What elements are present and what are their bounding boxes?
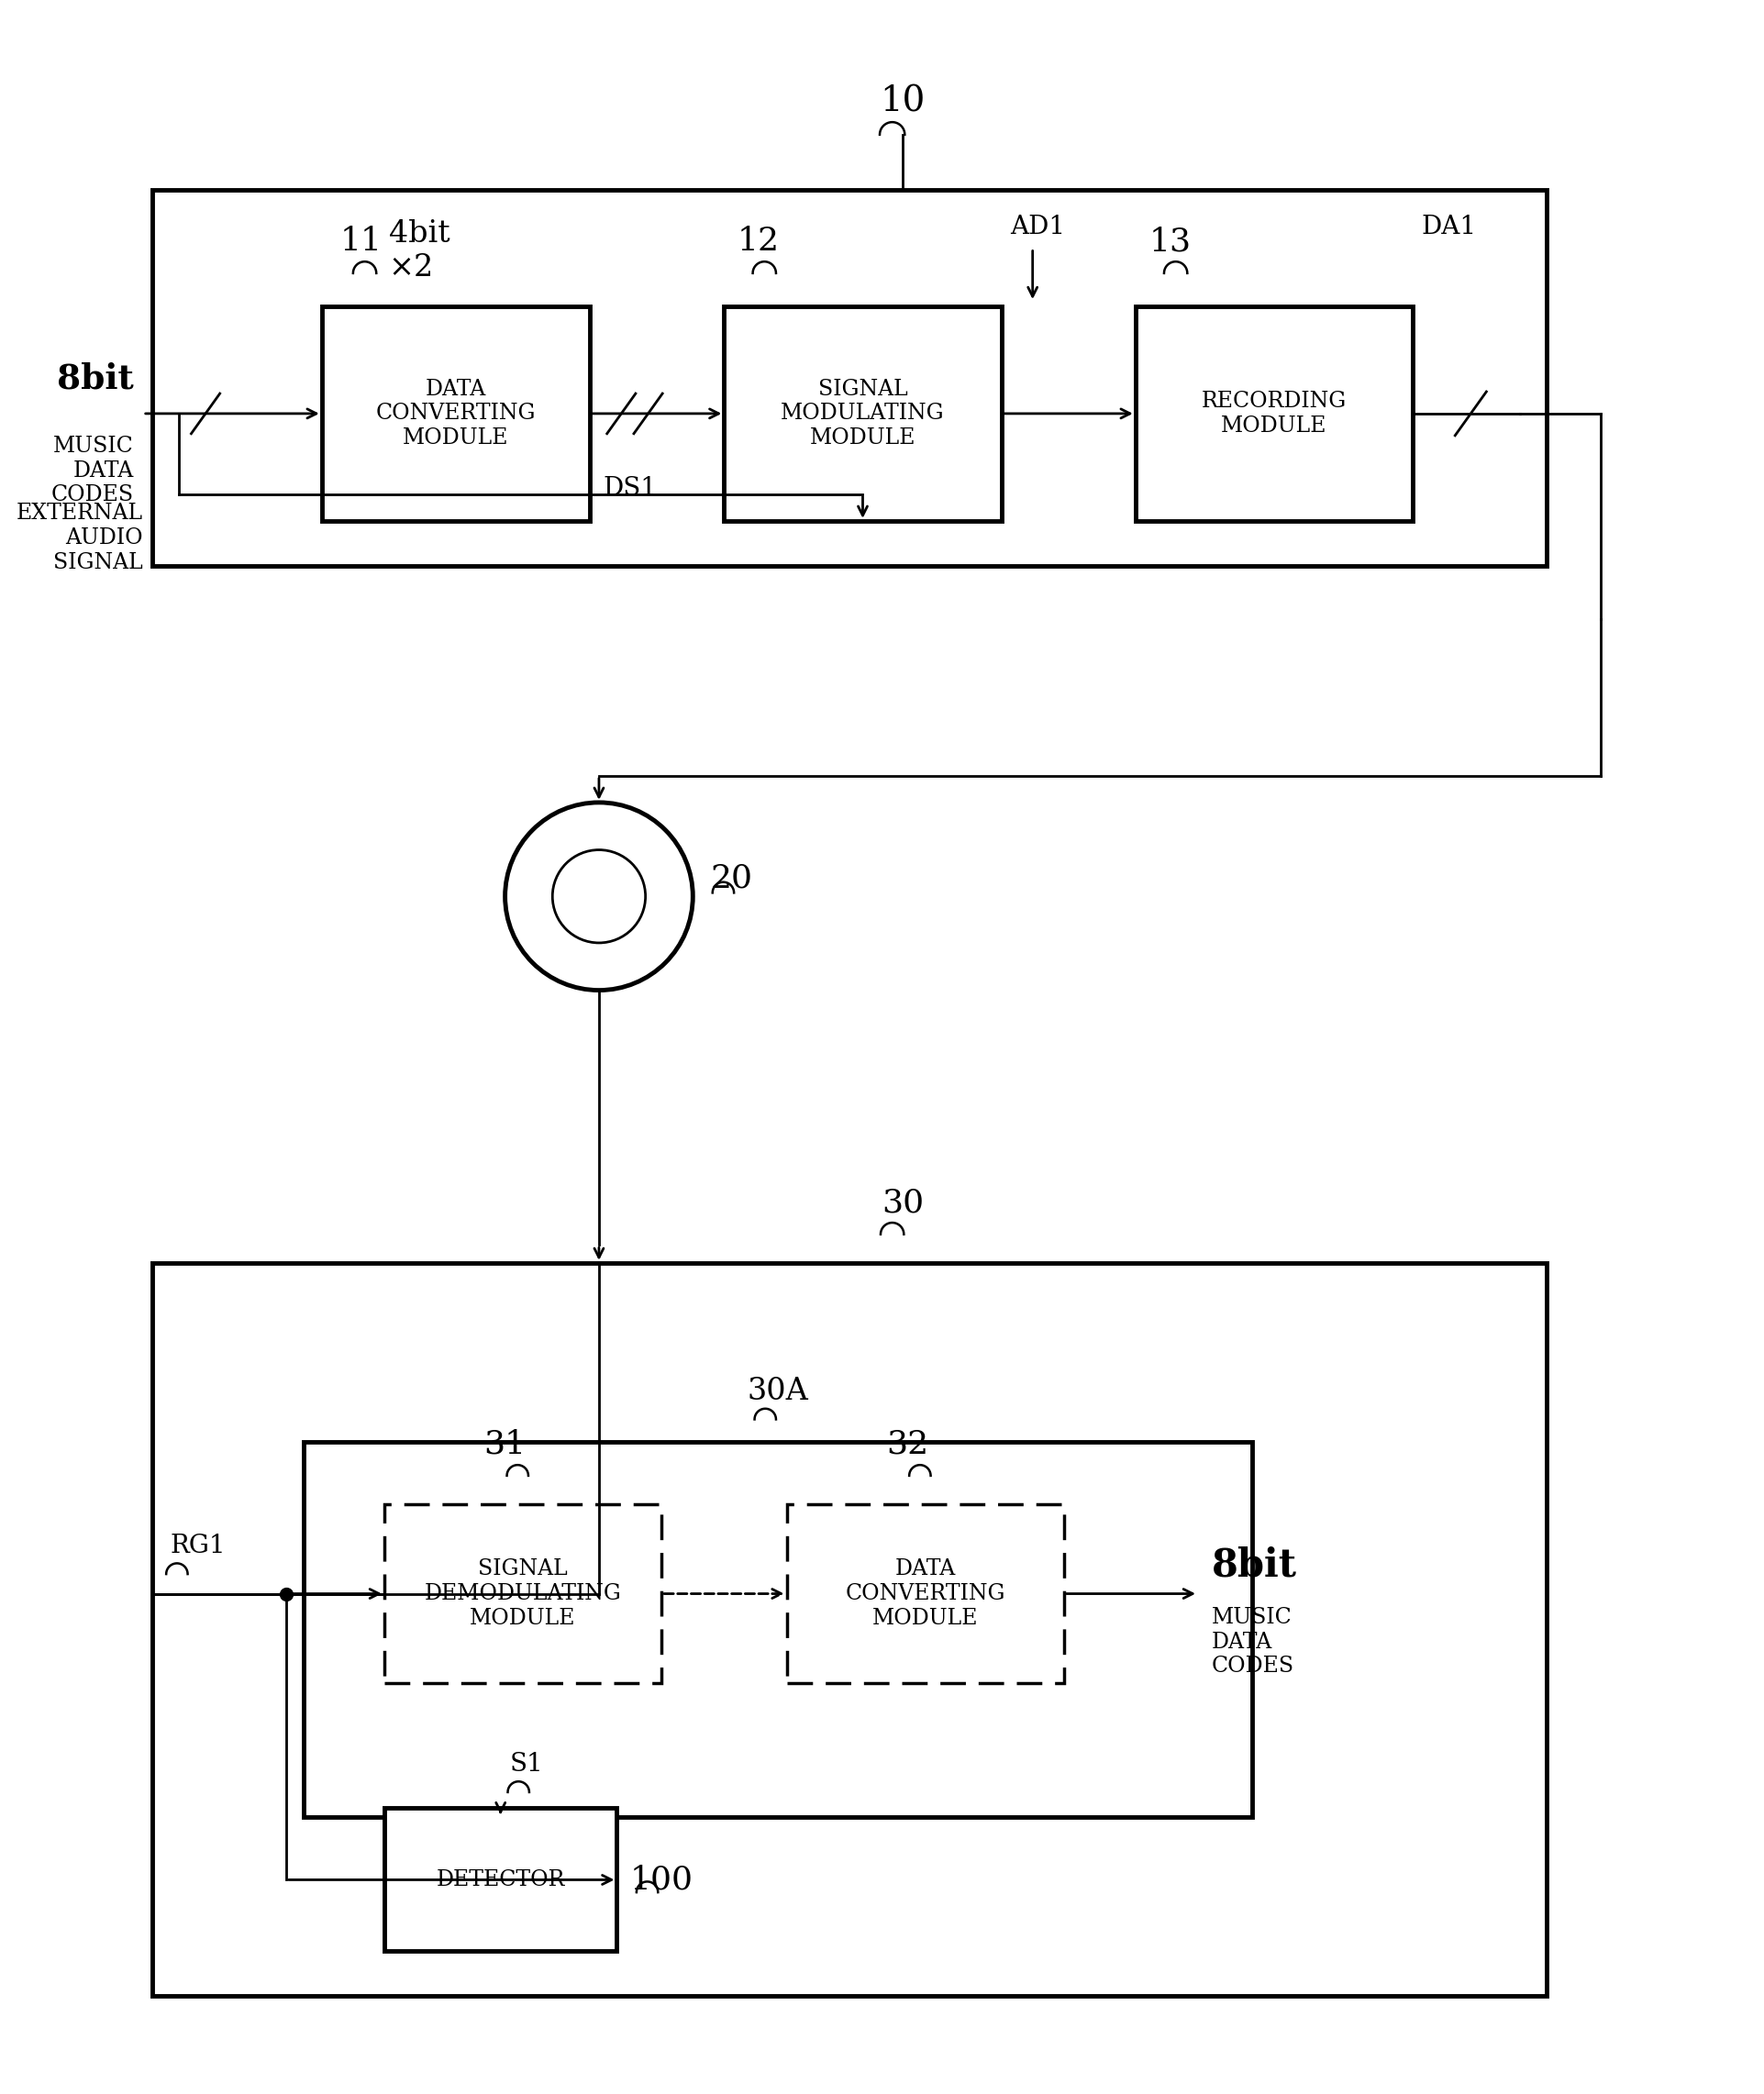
Text: 32: 32 <box>886 1428 928 1460</box>
Bar <box>385 1809 617 1952</box>
Text: AD1: AD1 <box>1009 214 1065 239</box>
Text: 13: 13 <box>1148 226 1191 258</box>
Text: DATA
CONVERTING
MODULE: DATA CONVERTING MODULE <box>376 379 536 448</box>
Text: MUSIC
DATA
CODES: MUSIC DATA CODES <box>51 436 134 507</box>
Text: 30: 30 <box>882 1187 924 1219</box>
Text: 12: 12 <box>737 226 780 258</box>
Text: DATA
CONVERTING
MODULE: DATA CONVERTING MODULE <box>845 1558 1005 1629</box>
Bar <box>303 1441 1251 1818</box>
Text: SIGNAL
DEMODULATING
MODULE: SIGNAL DEMODULATING MODULE <box>423 1558 621 1629</box>
Text: 4bit: 4bit <box>388 220 450 249</box>
Text: DETECTOR: DETECTOR <box>436 1870 564 1891</box>
Text: S1: S1 <box>510 1753 543 1778</box>
Text: 8bit: 8bit <box>56 362 134 396</box>
Text: 20: 20 <box>711 863 753 894</box>
Text: EXTERNAL
AUDIO
SIGNAL: EXTERNAL AUDIO SIGNAL <box>16 503 143 574</box>
Text: ×2: ×2 <box>388 253 434 283</box>
Text: 11: 11 <box>339 226 381 258</box>
Bar <box>787 1503 1064 1684</box>
Text: RECORDING
MODULE: RECORDING MODULE <box>1201 392 1346 436</box>
Bar <box>321 306 589 521</box>
Text: RG1: RG1 <box>169 1533 226 1558</box>
Text: 31: 31 <box>483 1428 526 1460</box>
Bar <box>1134 306 1411 521</box>
Bar <box>152 1263 1545 1996</box>
Text: DS1: DS1 <box>603 475 656 500</box>
Bar <box>152 191 1545 565</box>
Text: SIGNAL
MODULATING
MODULE: SIGNAL MODULATING MODULE <box>780 379 944 448</box>
Text: DA1: DA1 <box>1420 214 1476 239</box>
Text: 30A: 30A <box>746 1376 808 1405</box>
Text: MUSIC
DATA
CODES: MUSIC DATA CODES <box>1210 1606 1293 1677</box>
Text: 8bit: 8bit <box>1210 1545 1297 1585</box>
Bar <box>385 1503 662 1684</box>
Text: 10: 10 <box>880 84 924 119</box>
Bar <box>723 306 1000 521</box>
Text: 100: 100 <box>630 1864 693 1895</box>
